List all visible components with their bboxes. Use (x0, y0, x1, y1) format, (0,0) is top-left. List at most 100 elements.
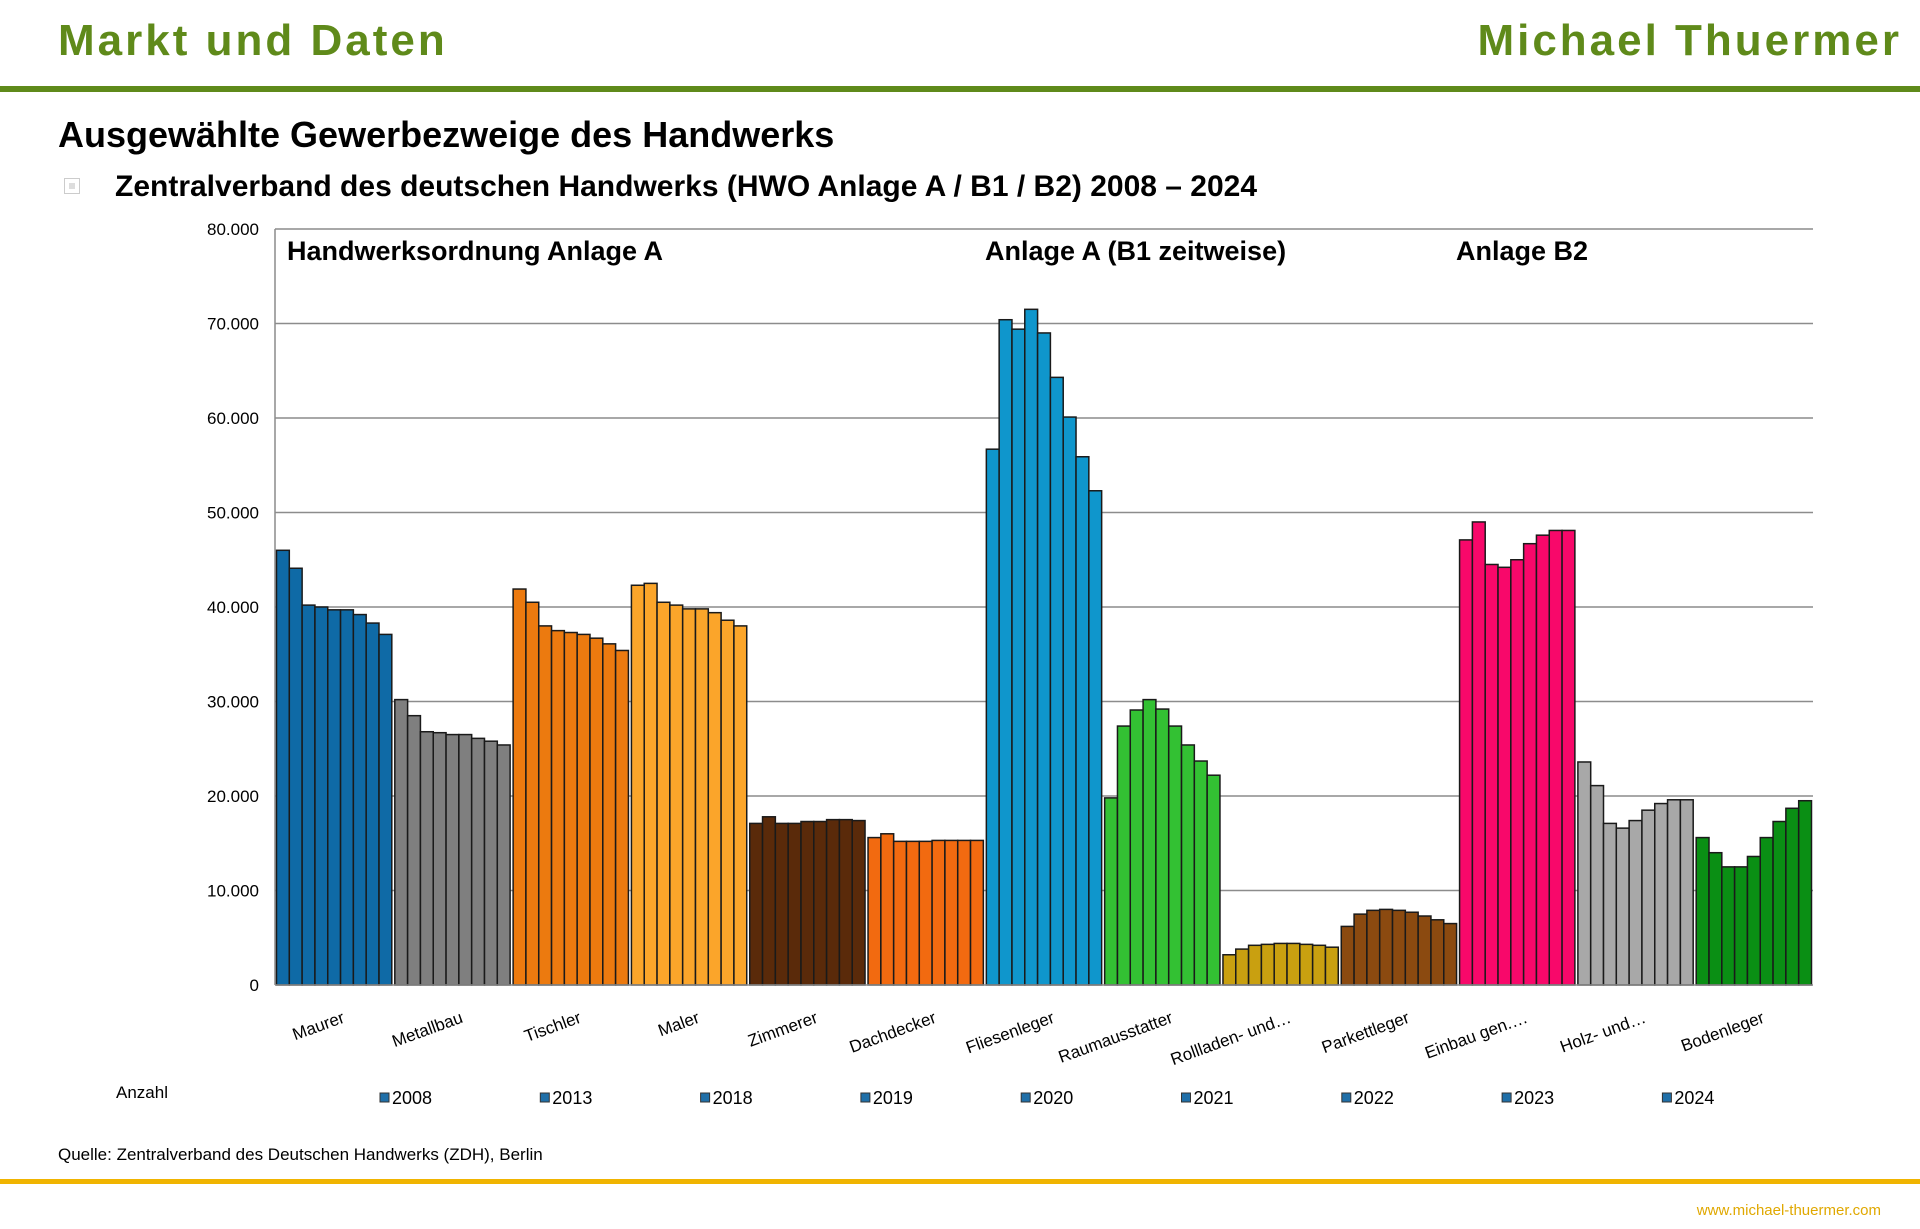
bar-rollladenund-2022 (1299, 943, 1314, 986)
bar-maler-2018 (656, 601, 671, 986)
bar-zimmerer-2024 (851, 819, 866, 986)
bar-einbaugen-2020 (1510, 559, 1525, 986)
bar-bodenleger-2008 (1695, 836, 1710, 986)
bar-holzund-2013 (1589, 784, 1605, 986)
source-note: Quelle: Zentralverband des Deutschen Han… (58, 1145, 543, 1164)
bar-zimmerer-2020 (800, 820, 815, 986)
header-right-author: Michael Thuermer (1477, 16, 1902, 65)
bar-fliesenleger-2013 (998, 318, 1013, 986)
bar-rollladenund-2020 (1273, 942, 1288, 986)
bar-einbaugen-2022 (1535, 534, 1551, 986)
bar-zimmerer-2021 (813, 820, 828, 986)
bar-tischler-2008 (512, 588, 527, 986)
bar-fliesenleger-2018 (1011, 328, 1026, 986)
bar-fliesenleger-2020 (1036, 332, 1052, 986)
legend-marker (700, 1092, 711, 1103)
bar-tischler-2022 (589, 637, 604, 986)
bar-maurer-2023 (365, 622, 380, 986)
legend-marker (1341, 1092, 1352, 1103)
bar-holzund-2018 (1602, 822, 1618, 986)
bar-zimmerer-2018 (774, 822, 789, 986)
legend-label: 2013 (552, 1088, 592, 1108)
bar-zimmerer-2013 (761, 816, 777, 986)
bar-raumausstatter-2018 (1129, 709, 1144, 986)
category-label: Bodenleger (1678, 1008, 1767, 1056)
bar-maler-2013 (643, 582, 658, 986)
bar-tischler-2020 (563, 631, 578, 986)
bar-fliesenleger-2019 (1024, 308, 1039, 986)
page-subtitle: Zentralverband des deutschen Handwerks (… (115, 170, 1258, 203)
y-tick-label: 40.000 (207, 598, 259, 617)
category-label: Tischler (522, 1008, 584, 1046)
bar-raumausstatter-2008 (1103, 797, 1119, 986)
bar-dachdecker-2023 (956, 839, 972, 986)
bar-holzund-2019 (1615, 827, 1630, 986)
footer-divider (0, 1179, 1920, 1184)
bar-maler-2024 (733, 625, 748, 986)
legend-marker (539, 1092, 550, 1103)
bar-parkettleger-2019 (1378, 908, 1394, 986)
bar-zimmerer-2019 (787, 822, 802, 986)
bar-maurer-2013 (288, 567, 303, 986)
bar-zimmerer-2022 (825, 818, 841, 986)
bar-einbaugen-2019 (1497, 566, 1512, 986)
y-tick-label: 20.000 (207, 787, 259, 806)
bar-bodenleger-2013 (1708, 851, 1723, 986)
bar-rollladenund-2024 (1324, 946, 1340, 986)
bar-tischler-2013 (525, 601, 540, 986)
bar-metallbau-2008 (394, 698, 409, 986)
bar-metallbau-2020 (445, 733, 460, 986)
y-tick-label: 0 (250, 976, 259, 995)
bar-raumausstatter-2013 (1116, 725, 1132, 986)
bar-metallbau-2024 (496, 744, 511, 986)
bar-dachdecker-2018 (892, 840, 908, 986)
bar-maler-2020 (681, 608, 697, 986)
bar-raumausstatter-2024 (1206, 774, 1221, 986)
bar-maler-2022 (707, 611, 722, 986)
bar-raumausstatter-2020 (1155, 708, 1170, 986)
bar-dachdecker-2019 (905, 840, 921, 986)
bar-fliesenleger-2022 (1062, 416, 1077, 986)
bar-dachdecker-2008 (867, 836, 882, 986)
category-label: Maler (655, 1008, 702, 1041)
bar-maurer-2019 (314, 606, 329, 986)
bar-raumausstatter-2023 (1193, 760, 1208, 986)
bar-dachdecker-2021 (931, 839, 946, 986)
bar-maurer-2021 (339, 609, 355, 986)
bar-bodenleger-2019 (1733, 866, 1749, 986)
legend-marker (1661, 1092, 1672, 1103)
legend-marker (1181, 1092, 1191, 1103)
category-label: Metallbau (390, 1008, 466, 1051)
bar-bodenleger-2020 (1746, 855, 1762, 986)
category-label: Holz- und… (1558, 1008, 1649, 1057)
legend-marker (1501, 1092, 1512, 1103)
category-label: Parkettleger (1319, 1008, 1412, 1057)
bar-dachdecker-2020 (918, 840, 933, 986)
bar-holzund-2024 (1679, 799, 1694, 986)
bar-rollladenund-2013 (1235, 948, 1250, 986)
bar-maurer-2020 (326, 609, 342, 986)
bar-rollladenund-2023 (1311, 944, 1327, 986)
bar-rollladenund-2021 (1286, 942, 1301, 986)
bar-einbaugen-2018 (1484, 563, 1499, 986)
bar-holzund-2020 (1628, 819, 1643, 986)
bar-holzund-2008 (1577, 761, 1592, 986)
bar-parkettleger-2023 (1430, 919, 1445, 986)
y-tick-label: 10.000 (207, 882, 259, 901)
bar-tischler-2024 (614, 649, 630, 986)
bar-zimmerer-2023 (838, 818, 853, 986)
y-axis-label: Anzahl (116, 1083, 168, 1102)
bar-dachdecker-2013 (880, 833, 895, 986)
bar-dachdecker-2024 (969, 839, 985, 986)
footer-url: www.michael-thuermer.com (1696, 1202, 1881, 1219)
bar-metallbau-2023 (483, 740, 499, 986)
bar-fliesenleger-2021 (1049, 376, 1064, 986)
bar-maurer-2008 (275, 549, 291, 986)
category-label: Fliesenleger (963, 1008, 1057, 1058)
bar-holzund-2021 (1641, 809, 1656, 986)
bar-tischler-2019 (550, 629, 566, 986)
bar-parkettleger-2013 (1353, 913, 1368, 986)
bar-dachdecker-2022 (944, 839, 959, 986)
bar-raumausstatter-2019 (1142, 698, 1157, 986)
